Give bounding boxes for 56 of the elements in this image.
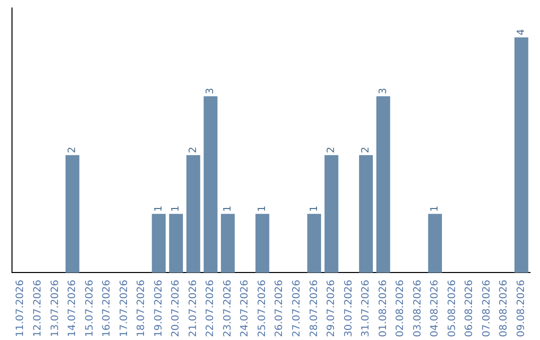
bar	[220, 214, 235, 273]
x-tick-label: 17.07.2026	[118, 280, 130, 338]
data-label: 1	[222, 206, 234, 212]
bar	[359, 155, 373, 273]
bar	[152, 214, 166, 273]
x-tick-label: 11.07.2026	[15, 280, 26, 338]
data-label: 4	[516, 29, 527, 36]
x-tick-label: 22.07.2026	[205, 280, 216, 338]
x-tick-label: 02.08.2026	[395, 280, 406, 338]
x-tick-label: 26.07.2026	[274, 280, 286, 338]
x-tick-label: 06.08.2026	[464, 280, 476, 338]
data-label: 2	[326, 146, 338, 154]
data-label: 2	[360, 146, 372, 154]
x-tick-label: 23.07.2026	[222, 280, 234, 338]
bar	[514, 37, 528, 273]
x-tick-label: 28.07.2026	[308, 280, 320, 338]
x-tick-label: 14.07.2026	[67, 280, 78, 338]
x-tick-label: 29.07.2026	[326, 280, 338, 338]
x-tick-label: 20.07.2026	[170, 280, 182, 338]
x-tick-label: 19.07.2026	[153, 280, 164, 338]
x-tick-label: 01.08.2026	[378, 280, 389, 338]
bar	[428, 214, 442, 273]
x-tick-label: 16.07.2026	[102, 280, 113, 338]
bar	[376, 96, 390, 273]
bar	[169, 214, 183, 273]
x-tick-label: 08.08.2026	[498, 280, 510, 338]
x-tick-label: 13.07.2026	[50, 280, 61, 338]
data-label: 1	[308, 206, 320, 212]
x-tick-label: 24.07.2026	[240, 280, 251, 338]
data-label: 1	[153, 206, 164, 212]
x-tick-label: 15.07.2026	[84, 280, 96, 338]
x-tick-label: 21.07.2026	[188, 280, 199, 338]
bar	[186, 155, 200, 273]
data-label: 2	[188, 146, 199, 154]
data-label: 3	[205, 88, 216, 94]
x-tick-label: 12.07.2026	[32, 280, 44, 338]
data-label: 2	[67, 146, 78, 154]
bar	[255, 214, 270, 273]
x-tick-label: 07.08.2026	[481, 280, 492, 338]
data-label: 1	[256, 206, 268, 212]
x-tick-label: 03.08.2026	[412, 280, 424, 338]
x-tick-label: 09.08.2026	[516, 280, 527, 338]
x-tick-label: 25.07.2026	[256, 280, 268, 338]
bar	[66, 155, 80, 273]
x-tick-label: 30.07.2026	[343, 280, 354, 338]
x-tick-label: 05.08.2026	[446, 280, 458, 338]
bar	[204, 96, 218, 273]
x-tick-label: 04.08.2026	[430, 280, 441, 338]
data-label: 1	[430, 206, 441, 212]
x-tick-label: 18.07.2026	[136, 280, 148, 338]
x-tick-label: 31.07.2026	[360, 280, 372, 338]
data-label: 1	[170, 206, 182, 212]
x-tick-label: 27.07.2026	[291, 280, 302, 338]
bar	[307, 214, 322, 273]
data-label: 3	[378, 88, 389, 94]
bar	[324, 155, 338, 273]
